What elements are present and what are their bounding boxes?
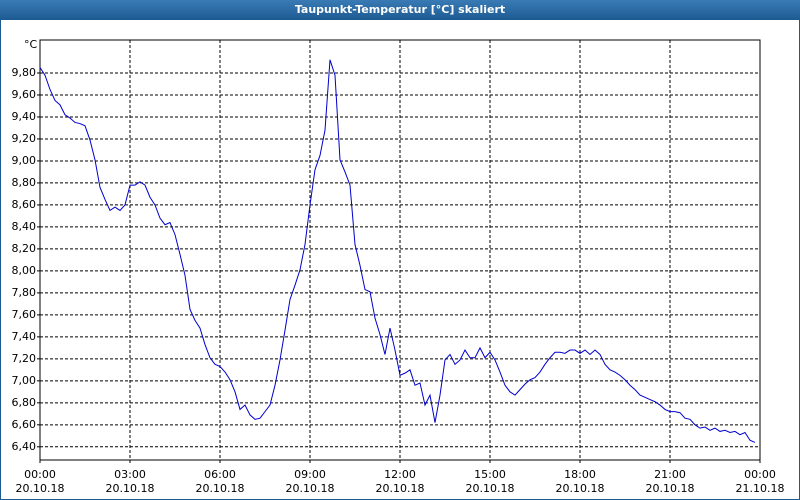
x-tick-label-line: 03:00 bbox=[114, 468, 146, 481]
x-tick-label-line: 20.10.18 bbox=[646, 482, 695, 495]
x-tick-label: 00:00 21.10.18 bbox=[736, 468, 785, 495]
x-tick-label-line: 20.10.18 bbox=[106, 482, 155, 495]
x-tick-label-line: 20.10.18 bbox=[16, 482, 65, 495]
title-bar bbox=[0, 0, 800, 20]
x-tick-label-line: 20.10.18 bbox=[556, 482, 605, 495]
chart-title: Taupunkt-Temperatur [°C] skaliert bbox=[295, 3, 505, 16]
x-tick-label-line: 21.10.18 bbox=[736, 482, 785, 495]
y-tick-label: 9,80 bbox=[12, 66, 37, 79]
x-tick-label: 00:00 20.10.18 bbox=[16, 468, 65, 495]
y-tick-label: 8,00 bbox=[12, 264, 37, 277]
x-tick-label: 12:00 20.10.18 bbox=[376, 468, 425, 495]
x-tick-label-line: 12:00 bbox=[384, 468, 416, 481]
x-tick-label-line: 20.10.18 bbox=[466, 482, 515, 495]
x-tick-label-line: 06:00 bbox=[204, 468, 236, 481]
x-tick-label-line: 00:00 bbox=[24, 468, 56, 481]
y-tick-label: 7,20 bbox=[12, 352, 37, 365]
x-tick-label: 06:00 20.10.18 bbox=[196, 468, 245, 495]
x-tick-label-line: 21:00 bbox=[654, 468, 686, 481]
x-tick-label-line: 18:00 bbox=[564, 468, 596, 481]
y-tick-label: 7,40 bbox=[12, 330, 37, 343]
x-tick-label: 21:00 20.10.18 bbox=[646, 468, 695, 495]
x-tick-label: 09:00 20.10.18 bbox=[286, 468, 335, 495]
x-tick-label-line: 20.10.18 bbox=[286, 482, 335, 495]
y-tick-label: 8,20 bbox=[12, 242, 37, 255]
y-tick-label: 6,40 bbox=[12, 440, 37, 453]
x-tick-label: 03:00 20.10.18 bbox=[106, 468, 155, 495]
y-tick-label: 6,80 bbox=[12, 396, 37, 409]
x-tick-label-line: 09:00 bbox=[294, 468, 326, 481]
x-tick-label: 18:00 20.10.18 bbox=[556, 468, 605, 495]
y-tick-label: 7,80 bbox=[12, 286, 37, 299]
x-tick-label-line: 20.10.18 bbox=[376, 482, 425, 495]
y-tick-label: 9,20 bbox=[12, 132, 37, 145]
plot-border bbox=[39, 39, 761, 461]
x-tick-label-line: 15:00 bbox=[474, 468, 506, 481]
x-tick-label: 15:00 20.10.18 bbox=[466, 468, 515, 495]
y-unit: °C bbox=[24, 38, 38, 51]
y-tick-label: 9,00 bbox=[12, 154, 37, 167]
x-tick-label-line: 20.10.18 bbox=[196, 482, 245, 495]
y-tick-label: 8,40 bbox=[12, 220, 37, 233]
data-line bbox=[39, 59, 756, 443]
y-tick-label: 8,80 bbox=[12, 176, 37, 189]
y-tick-label: 9,60 bbox=[12, 88, 37, 101]
x-tick-label-line: 00:00 bbox=[744, 468, 776, 481]
y-tick-label: 9,40 bbox=[12, 110, 37, 123]
y-tick-label: 6,60 bbox=[12, 418, 37, 431]
y-tick-label: 7,00 bbox=[12, 374, 37, 387]
y-tick-label: 7,60 bbox=[12, 308, 37, 321]
y-tick-label: 8,60 bbox=[12, 198, 37, 211]
